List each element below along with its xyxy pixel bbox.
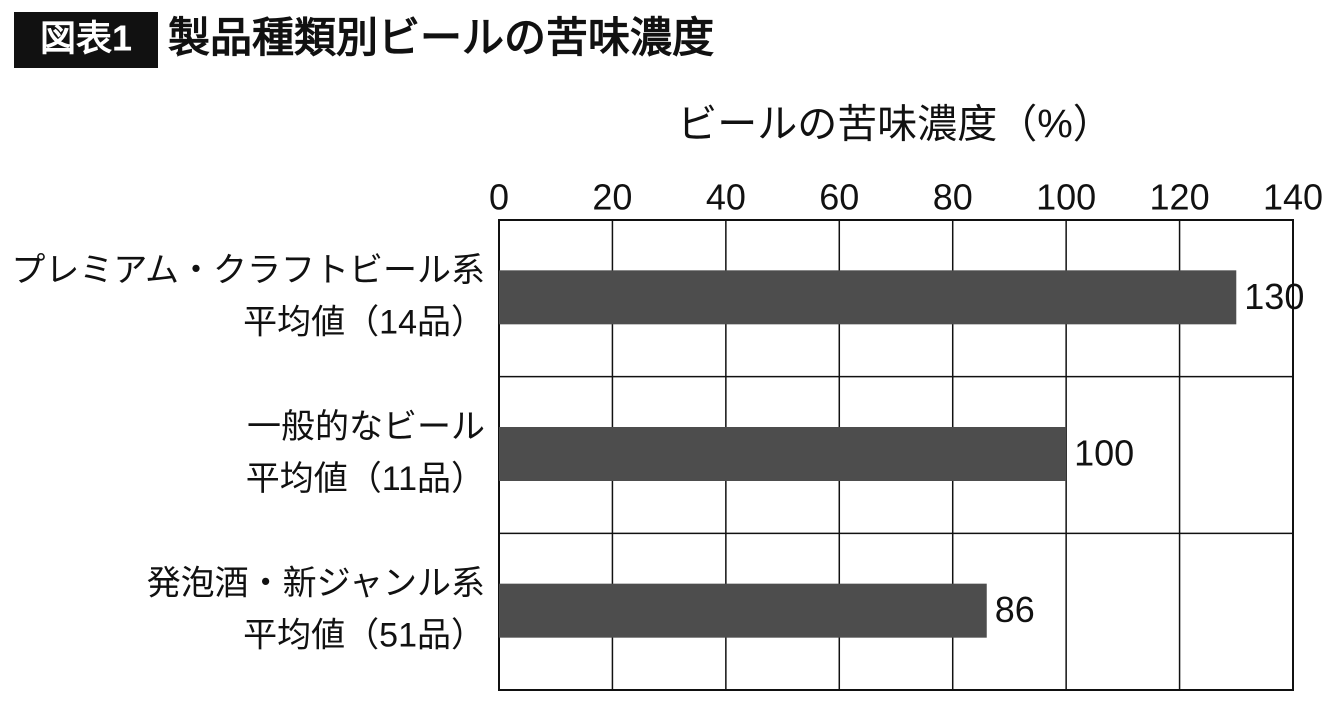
y-tick-label: 平均値（11品）: [246, 460, 485, 498]
axis-title: ビールの苦味濃度（%）: [677, 103, 1113, 147]
x-tick-label: 140: [1263, 177, 1323, 218]
x-tick-label: 20: [592, 177, 632, 218]
bar: [499, 270, 1237, 325]
value-label: 86: [995, 589, 1035, 630]
y-tick-label: 平均値（14品）: [243, 303, 485, 341]
figure-label: 図表1: [40, 18, 132, 59]
y-tick-label: 発泡酒・新ジャンル系: [147, 565, 485, 603]
y-tick-label: 一般的なビール: [247, 408, 485, 446]
x-tick-label: 120: [1150, 177, 1210, 218]
value-label: 100: [1074, 433, 1134, 474]
x-tick-label: 80: [933, 177, 973, 218]
y-tick-label: プレミアム・クラフトビール系: [11, 251, 485, 289]
bar: [499, 427, 1067, 481]
bar: [499, 583, 987, 638]
x-tick-label: 40: [706, 177, 746, 218]
x-tick-label: 100: [1036, 177, 1096, 218]
value-label: 130: [1244, 276, 1304, 317]
chart-title: 製品種類別ビールの苦味濃度: [168, 14, 714, 61]
x-tick-label: 0: [489, 177, 509, 218]
figure-label-box: [14, 12, 158, 68]
y-tick-label: 平均値（51品）: [243, 617, 485, 655]
x-tick-label: 60: [819, 177, 859, 218]
